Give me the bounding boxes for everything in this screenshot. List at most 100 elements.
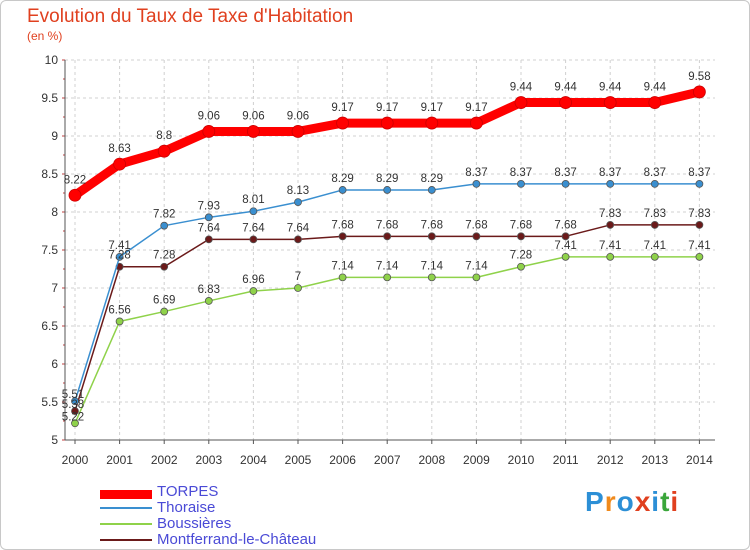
x-tick-label: 2014 — [686, 453, 713, 467]
data-label: 8.37 — [688, 167, 710, 179]
data-label: 9.06 — [242, 110, 264, 122]
data-point — [160, 262, 169, 271]
x-tick-label: 2005 — [285, 453, 312, 467]
legend-swatch-torpes — [100, 490, 152, 499]
data-point — [425, 116, 439, 130]
y-tick-label: 5.5 — [41, 395, 58, 409]
data-label: 7.28 — [510, 250, 532, 262]
x-tick-label: 2004 — [240, 453, 267, 467]
data-label: 7.93 — [198, 200, 220, 212]
data-label: 9.17 — [465, 102, 487, 114]
data-point — [606, 221, 615, 229]
data-label: 8.37 — [554, 167, 576, 179]
data-label: 6.96 — [242, 274, 264, 286]
legend-swatch-montferrand — [100, 539, 152, 541]
y-tick-label: 9 — [51, 129, 58, 143]
data-label: 9.44 — [554, 82, 577, 94]
data-point — [294, 235, 302, 244]
data-point — [202, 125, 216, 138]
data-point — [71, 419, 79, 428]
data-point — [204, 235, 213, 244]
data-label: 7.64 — [242, 222, 265, 234]
data-label: 8.29 — [376, 173, 398, 185]
data-label: 7.14 — [376, 260, 399, 272]
y-tick-label: 6.5 — [41, 319, 58, 333]
data-point — [383, 232, 392, 241]
data-point — [472, 273, 481, 282]
series-1 — [71, 179, 704, 406]
chart-subtitle: (en %) — [27, 29, 63, 43]
data-label: 8.8 — [156, 130, 172, 142]
data-point — [427, 232, 436, 241]
data-point — [427, 186, 436, 194]
data-point — [517, 232, 525, 241]
data-point — [559, 96, 572, 109]
data-label: 8.63 — [108, 143, 130, 155]
x-tick-label: 2002 — [151, 453, 178, 467]
data-label: 7.14 — [421, 260, 444, 272]
data-label: 8.13 — [287, 185, 309, 197]
data-point — [380, 116, 394, 130]
data-point — [472, 179, 481, 188]
data-label: 7 — [295, 271, 301, 283]
data-label: 5.38 — [62, 399, 84, 411]
data-label: 9.06 — [198, 110, 220, 122]
y-tick-label: 8.5 — [41, 167, 58, 181]
logo-letter: o — [616, 486, 635, 517]
data-point — [383, 273, 392, 282]
data-point — [157, 144, 171, 158]
data-point — [338, 273, 347, 282]
series-2 — [71, 252, 704, 428]
x-tick-label: 2003 — [195, 453, 222, 467]
data-point — [160, 307, 169, 316]
data-label: 7.68 — [510, 219, 532, 231]
data-point — [294, 198, 302, 207]
data-label: 8.29 — [421, 173, 443, 185]
x-tick-label: 2000 — [62, 453, 89, 467]
data-label: 5.51 — [62, 389, 84, 401]
data-point — [695, 179, 704, 188]
data-point — [561, 179, 570, 188]
y-tick-label: 10 — [45, 53, 59, 67]
data-point — [514, 96, 528, 109]
y-tick-label: 7 — [51, 281, 58, 295]
data-label: 7.82 — [153, 209, 175, 221]
data-point — [650, 252, 659, 261]
data-label: 5.22 — [62, 411, 84, 423]
logo-letter: r — [604, 486, 617, 517]
data-point — [115, 252, 124, 261]
data-label: 7.41 — [554, 240, 576, 252]
data-label: 7.83 — [688, 208, 710, 220]
legend-label-thoraise: Thoraise — [157, 499, 216, 516]
data-point — [650, 179, 659, 188]
data-point — [606, 179, 615, 188]
data-label: 7.68 — [554, 219, 576, 231]
data-point — [517, 262, 525, 271]
y-tick-label: 9.5 — [41, 91, 58, 105]
data-point — [383, 186, 392, 194]
data-label: 6.83 — [198, 284, 220, 296]
data-label: 7.68 — [376, 219, 398, 231]
data-point — [115, 317, 124, 326]
data-point — [469, 116, 483, 130]
x-tick-label: 2008 — [418, 453, 445, 467]
data-label: 7.83 — [644, 208, 666, 220]
data-label: 8.01 — [242, 194, 264, 206]
data-label: 9.06 — [287, 110, 309, 122]
data-label: 8.37 — [510, 167, 532, 179]
data-label: 8.29 — [331, 173, 353, 185]
x-tick-label: 2009 — [463, 453, 490, 467]
y-tick-label: 8 — [51, 205, 58, 219]
data-point — [336, 116, 350, 130]
data-point — [561, 232, 570, 241]
data-point — [695, 221, 704, 229]
data-label: 7.68 — [331, 219, 353, 231]
data-label: 7.41 — [644, 240, 666, 252]
legend-swatch-boussieres — [100, 523, 152, 525]
data-label: 7.28 — [153, 250, 175, 262]
legend-label-montferrand: Montferrand-le-Château — [157, 531, 317, 548]
data-point — [693, 85, 706, 99]
data-point — [338, 232, 347, 241]
data-point — [249, 207, 258, 216]
